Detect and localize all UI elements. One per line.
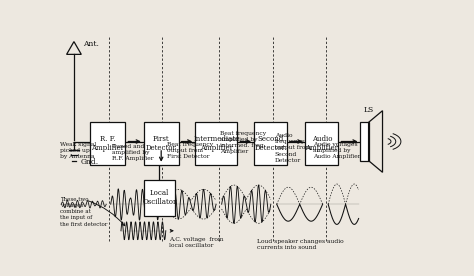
Text: Audio
Amplifier: Audio Amplifier: [305, 135, 338, 152]
FancyBboxPatch shape: [144, 122, 179, 165]
Text: LS: LS: [364, 106, 374, 114]
Text: Intermediate
Amplifier: Intermediate Amplifier: [193, 135, 239, 152]
Text: Audio voltages
amplified by
Audio Amplifier: Audio voltages amplified by Audio Amplif…: [313, 142, 361, 159]
Text: Local
Oscillator: Local Oscillator: [142, 189, 176, 206]
FancyBboxPatch shape: [305, 122, 338, 165]
FancyBboxPatch shape: [195, 122, 237, 165]
Text: Beat frequency
output from
First Detector: Beat frequency output from First Detecto…: [166, 142, 213, 159]
FancyBboxPatch shape: [254, 122, 287, 165]
Text: First
Detector: First Detector: [146, 135, 177, 152]
Text: Tuned and
amplified by
R.F. Amplifier: Tuned and amplified by R.F. Amplifier: [112, 144, 154, 161]
Text: Gnd.: Gnd.: [81, 158, 99, 166]
Text: These two
voltages
combine at
the input of
the first detector: These two voltages combine at the input …: [60, 197, 108, 227]
FancyBboxPatch shape: [144, 180, 175, 216]
FancyBboxPatch shape: [91, 122, 125, 165]
Text: Weak signal
picked up
by Antenna: Weak signal picked up by Antenna: [60, 142, 97, 159]
Bar: [360, 122, 369, 161]
Text: Audio
frequency
output from
Second
Detector: Audio frequency output from Second Detec…: [275, 133, 311, 163]
Text: Second
Detector: Second Detector: [255, 135, 286, 152]
Text: Ant.: Ant.: [83, 40, 99, 48]
Text: A.C. voltage  from
local oscillator: A.C. voltage from local oscillator: [169, 237, 224, 248]
Text: R. F.
Amplifier: R. F. Amplifier: [91, 135, 124, 152]
Text: Loud speaker changes audio
currents into sound: Loud speaker changes audio currents into…: [256, 239, 343, 250]
Text: Beat frequency
amplified by
intermed. freq.
Amplifier: Beat frequency amplified by intermed. fr…: [220, 131, 266, 155]
